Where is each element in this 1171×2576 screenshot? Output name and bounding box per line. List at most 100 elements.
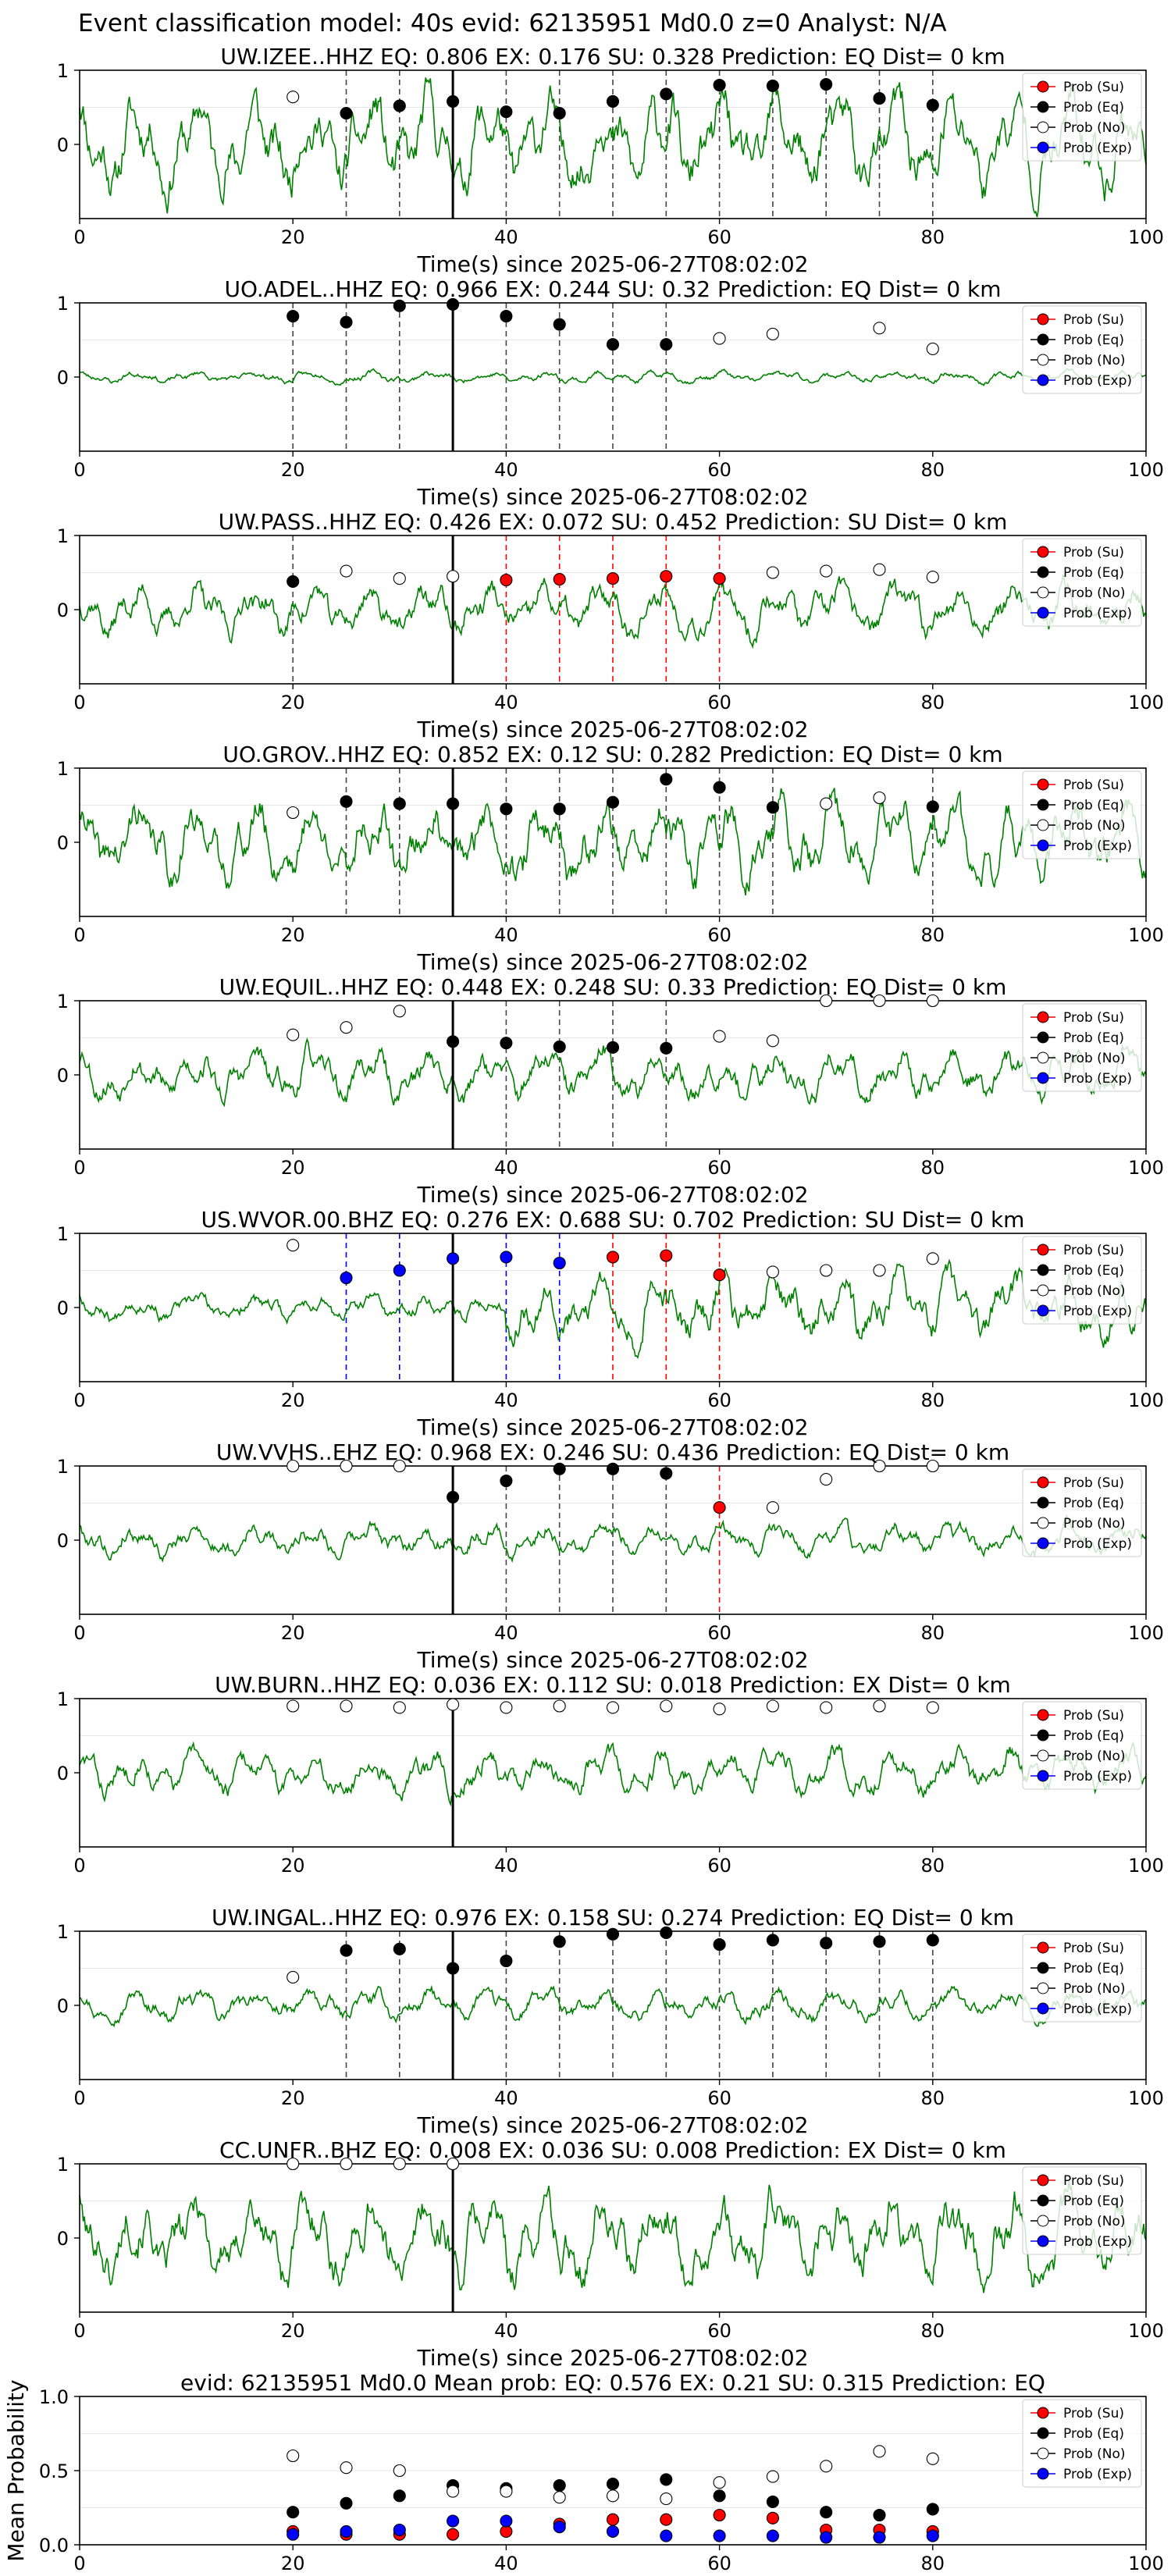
panel-10-point-no <box>393 2464 406 2478</box>
panel-2-x-tick-label: 0 <box>73 692 85 713</box>
panel-2-x-tick-label: 20 <box>281 692 305 713</box>
panel-1-point-eq <box>606 338 620 351</box>
panel-2-legend-marker <box>1037 586 1049 599</box>
panel-6-y-tick-label: 0 <box>57 1530 69 1552</box>
panel-5-legend-box <box>1022 1236 1142 1325</box>
panel-1-legend-marker <box>1037 374 1049 386</box>
panel-10-x-tick-label: 100 <box>1128 2553 1164 2574</box>
panel-7-x-tick-label: 100 <box>1128 1855 1164 1877</box>
panel-3-x-axis-label: Time(s) since 2025-06-27T08:02:02 <box>416 949 808 975</box>
panel-3-point-no <box>287 806 300 820</box>
panel-3-point-eq <box>766 801 779 814</box>
panel-7-legend-label: Prob (Exp) <box>1063 1769 1132 1784</box>
panel-1-point-eq <box>660 338 673 351</box>
panel-6-title: UW.VVHS..EHZ EQ: 0.968 EX: 0.246 SU: 0.4… <box>216 1439 1009 1465</box>
panel-10-legend-marker <box>1037 2467 1049 2480</box>
panel-10-legend-marker <box>1037 2427 1049 2439</box>
panel-3-waveform <box>79 788 1147 896</box>
panel-1-legend-box <box>1022 305 1142 394</box>
panel-9-point-no <box>340 2157 353 2171</box>
panel-2-legend-box <box>1022 538 1142 627</box>
panel-1-point-eq <box>287 310 300 323</box>
panel-5-point-exp <box>500 1251 513 1264</box>
panel-4-point-eq <box>447 1035 460 1048</box>
panel-9-legend-box <box>1022 2166 1142 2255</box>
panel-9-legend-marker <box>1037 2235 1049 2247</box>
panel-4-x-tick-label: 80 <box>921 1157 945 1179</box>
panel-10-x-tick-label: 60 <box>707 2553 731 2574</box>
panel-1-legend-marker <box>1037 333 1049 346</box>
panel-5-point-exp <box>340 1271 353 1285</box>
panel-5-x-tick-label: 100 <box>1128 1389 1164 1411</box>
panel-10-point-eq <box>660 2473 673 2486</box>
panel-2-point-eq <box>287 575 300 588</box>
panel-0-point-no <box>287 91 300 104</box>
panel-4-legend-marker <box>1037 1051 1049 1064</box>
panel-8-point-eq <box>926 1934 939 1947</box>
panel-1-point-eq <box>393 299 406 312</box>
panel-10-point-su <box>713 2508 726 2522</box>
panel-2-point-no <box>340 564 353 578</box>
panel-3-x-tick-label: 80 <box>921 924 945 946</box>
panel-10-legend-label: Prob (Exp) <box>1063 2467 1132 2482</box>
panel-3-point-eq <box>606 795 620 809</box>
panel-7-x-tick-label: 0 <box>73 1855 85 1877</box>
panel-9-x-tick-label: 60 <box>707 2320 731 2342</box>
panel-4-legend-label: Prob (No) <box>1063 1051 1126 1066</box>
panel-5-legend-label: Prob (Su) <box>1063 1243 1124 1258</box>
panel-9-legend-label: Prob (Eq) <box>1063 2194 1124 2209</box>
panel-1-x-tick-label: 80 <box>921 459 945 481</box>
panel-2-waveform <box>79 575 1147 649</box>
panel-3-legend-marker <box>1037 819 1049 831</box>
panel-3-y-tick-label: 0 <box>57 832 69 854</box>
panel-3-x-tick-label: 100 <box>1128 924 1164 946</box>
panel-3-legend-box <box>1022 770 1142 859</box>
panel-7-title: UW.BURN..HHZ EQ: 0.036 EX: 0.112 SU: 0.0… <box>215 1672 1011 1698</box>
panel-10-point-no <box>553 2491 566 2504</box>
panel-1-y-tick-label: 1 <box>57 293 69 315</box>
panel-10-point-exp <box>393 2523 406 2537</box>
panel-1-point-eq <box>340 315 353 329</box>
panel-8-x-axis-label: Time(s) since 2025-06-27T08:02:02 <box>416 2112 808 2138</box>
panel-3-point-eq <box>660 773 673 786</box>
panel-4-legend-marker <box>1037 1072 1049 1084</box>
panel-10-point-eq <box>340 2496 353 2510</box>
panel-2-y-tick-label: 0 <box>57 600 69 621</box>
panel-1-legend-marker <box>1037 313 1049 326</box>
panel-5-legend-label: Prob (Eq) <box>1063 1263 1124 1279</box>
panel-6-legend-label: Prob (No) <box>1063 1516 1126 1532</box>
panel-6: UW.VVHS..EHZ EQ: 0.968 EX: 0.246 SU: 0.4… <box>57 1439 1164 1673</box>
panel-10-point-no <box>500 2485 513 2498</box>
panel-3-point-eq <box>500 802 513 816</box>
panel-6-legend-box <box>1022 1468 1142 1557</box>
panel-6-legend-label: Prob (Su) <box>1063 1475 1124 1491</box>
panel-5-point-no <box>766 1265 779 1279</box>
panel-0: UW.IZEE..HHZ EQ: 0.806 EX: 0.176 SU: 0.3… <box>57 44 1164 277</box>
panel-8-legend-marker <box>1037 1982 1049 1994</box>
panel-5-point-no <box>820 1264 833 1277</box>
panel-1-x-tick-label: 20 <box>281 459 305 481</box>
panel-7-point-no <box>287 1699 300 1713</box>
panel-7-point-no <box>447 1698 460 1711</box>
panel-2-legend-label: Prob (Su) <box>1063 545 1124 560</box>
panel-10-y-tick-label: 0.5 <box>39 2460 69 2482</box>
panel-3: UO.GROV..HHZ EQ: 0.852 EX: 0.12 SU: 0.28… <box>57 742 1164 975</box>
panel-2-point-su <box>606 572 620 585</box>
panel-8-point-eq <box>500 1954 513 1968</box>
panel-6-point-eq <box>660 1467 673 1480</box>
panel-9-legend-marker <box>1037 2215 1049 2227</box>
panel-10-x-tick-label: 80 <box>921 2553 945 2574</box>
panel-10-point-no <box>926 2452 939 2465</box>
panel-7-waveform <box>79 1741 1147 1807</box>
panel-3-point-eq <box>553 802 566 816</box>
panel-5-point-su <box>660 1249 673 1262</box>
panel-5-legend-marker <box>1037 1304 1049 1317</box>
panel-6-point-eq <box>606 1462 620 1475</box>
panel-7-point-no <box>340 1699 353 1713</box>
panel-8-legend-marker <box>1037 1962 1049 1974</box>
panel-2-title: UW.PASS..HHZ EQ: 0.426 EX: 0.072 SU: 0.4… <box>219 509 1008 535</box>
panel-10-x-tick-label: 40 <box>494 2553 518 2574</box>
panel-9-point-no <box>447 2157 460 2171</box>
panel-7-y-tick-label: 0 <box>57 1763 69 1784</box>
panel-4-point-no <box>393 1005 406 1018</box>
